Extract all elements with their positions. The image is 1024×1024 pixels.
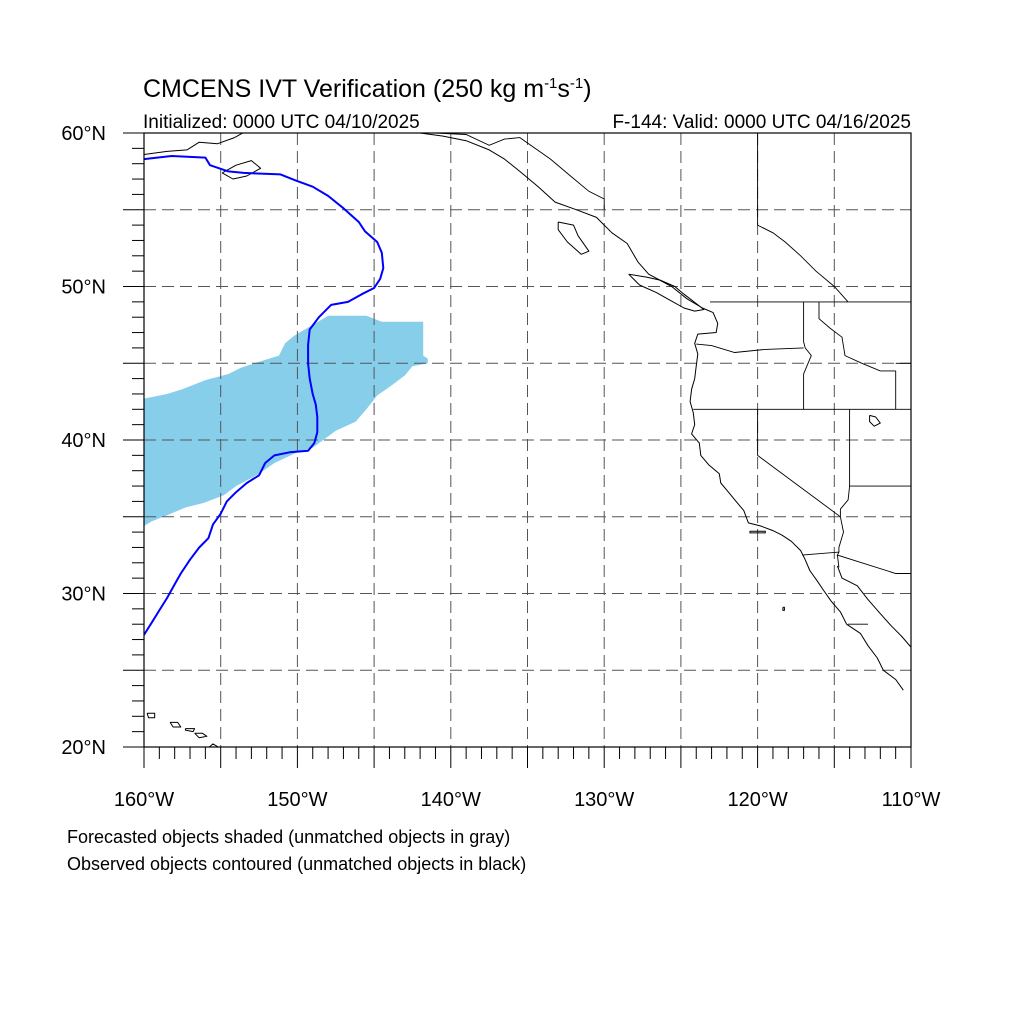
coastline-hawaii-kauai xyxy=(146,712,156,719)
x-tick-label: 130°W xyxy=(574,789,634,811)
border-or-id xyxy=(803,347,812,410)
border-ca-az xyxy=(838,516,844,553)
border-nv-ut xyxy=(839,409,851,517)
forecast-shading-note: Forecasted objects shaded (unmatched obj… xyxy=(67,827,510,847)
y-tick-label: 60°N xyxy=(61,123,106,145)
border-wa-or xyxy=(696,343,804,353)
y-tick-label: 40°N xyxy=(61,430,106,452)
x-tick-label: 140°W xyxy=(421,789,481,811)
x-tick-label: 110°W xyxy=(882,789,941,811)
y-tick-label: 30°N xyxy=(61,584,106,606)
border-ca-nv xyxy=(757,409,841,518)
valid-time-label: F-144: Valid: 0000 UTC 04/16/2025 xyxy=(612,112,911,133)
border-bc-alberta xyxy=(757,133,849,303)
coastline-alaska-peninsula xyxy=(144,133,244,155)
x-tick-label: 120°W xyxy=(727,789,787,811)
political-borders xyxy=(435,133,911,641)
border-id-mt xyxy=(818,301,896,372)
coastline-hawaii-main xyxy=(208,743,220,747)
border-us-mexico xyxy=(802,551,911,574)
plot-area xyxy=(144,133,911,747)
coastline-vancouver-island xyxy=(628,273,705,312)
coastlines xyxy=(144,133,911,747)
coastline-hawaii-molokai xyxy=(184,728,196,733)
coastline-kodiak xyxy=(221,160,262,180)
x-tick-label: 150°W xyxy=(267,789,327,811)
border-sonora-sinaloa xyxy=(910,639,911,641)
coastline-gulf-of-california-east xyxy=(836,565,911,648)
x-axis-tick-labels: 160°W 150°W 140°W 130°W 120°W 110°W xyxy=(114,789,941,811)
coastline-haida-gwaii xyxy=(557,221,590,255)
y-tick-label: 20°N xyxy=(61,737,106,759)
forecast-ivt-object xyxy=(144,315,428,526)
observed-ivt-contour xyxy=(144,155,385,636)
lat-lon-gridlines xyxy=(144,133,911,747)
border-alaska-panhandle xyxy=(435,133,605,210)
y-tick-label: 50°N xyxy=(61,277,106,299)
init-time-label: Initialized: 0000 UTC 04/10/2025 xyxy=(143,112,420,133)
observed-contour-note: Observed objects contoured (unmatched ob… xyxy=(67,854,526,874)
border-baja-sonora xyxy=(836,555,840,568)
coastline-channel-islands xyxy=(749,530,766,534)
map-title: CMCENS IVT Verification (250 kg m-1s-1) xyxy=(143,75,592,103)
y-axis-tick-labels: 20°N 30°N 40°N 50°N 60°N xyxy=(61,123,106,759)
axis-minor-ticks xyxy=(123,132,912,768)
coastline-hawaii-oahu xyxy=(169,721,182,728)
border-wa-id xyxy=(803,301,806,349)
x-tick-label: 160°W xyxy=(114,789,174,811)
coastline-north-america-west-coast xyxy=(413,133,904,691)
coastline-great-salt-lake xyxy=(869,414,881,427)
coastline-hawaii-maui xyxy=(194,732,208,739)
coastline-guadalupe-island xyxy=(782,606,785,611)
